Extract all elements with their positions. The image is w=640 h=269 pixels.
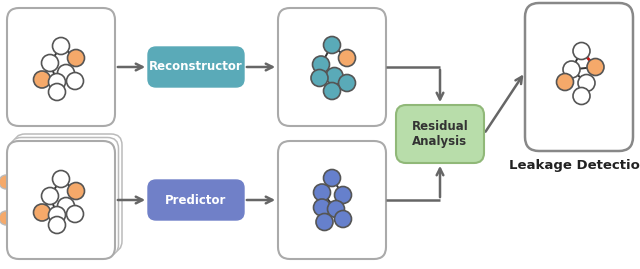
FancyBboxPatch shape <box>7 8 115 126</box>
Circle shape <box>67 73 83 90</box>
Circle shape <box>49 217 65 233</box>
Circle shape <box>52 171 70 187</box>
Circle shape <box>49 73 65 90</box>
Text: Reconstructor: Reconstructor <box>149 61 243 73</box>
FancyBboxPatch shape <box>396 105 484 163</box>
Circle shape <box>49 207 65 224</box>
Circle shape <box>33 204 51 221</box>
Circle shape <box>42 55 58 72</box>
Circle shape <box>563 61 580 78</box>
Circle shape <box>578 75 595 91</box>
Circle shape <box>335 211 351 228</box>
Circle shape <box>323 169 340 186</box>
Circle shape <box>323 37 340 54</box>
Circle shape <box>33 71 51 88</box>
Circle shape <box>339 75 355 91</box>
Circle shape <box>58 197 74 214</box>
FancyBboxPatch shape <box>14 134 122 252</box>
Circle shape <box>67 206 83 222</box>
Circle shape <box>335 186 351 204</box>
FancyBboxPatch shape <box>10 137 118 256</box>
FancyBboxPatch shape <box>278 141 386 259</box>
Circle shape <box>0 175 13 189</box>
Circle shape <box>316 214 333 231</box>
Circle shape <box>339 49 355 66</box>
Circle shape <box>42 187 58 204</box>
Circle shape <box>312 56 330 73</box>
Circle shape <box>67 182 84 200</box>
FancyBboxPatch shape <box>148 180 244 220</box>
Circle shape <box>323 83 340 100</box>
Text: Predictor: Predictor <box>165 193 227 207</box>
Circle shape <box>328 200 344 218</box>
Circle shape <box>557 73 573 90</box>
FancyBboxPatch shape <box>525 3 633 151</box>
Circle shape <box>49 83 65 101</box>
Circle shape <box>326 68 343 84</box>
Text: Residual
Analysis: Residual Analysis <box>412 120 468 148</box>
Text: Leakage Detection: Leakage Detection <box>509 158 640 172</box>
Circle shape <box>573 43 590 59</box>
Circle shape <box>573 87 590 104</box>
Circle shape <box>311 69 328 87</box>
Circle shape <box>314 199 330 216</box>
Circle shape <box>67 49 84 66</box>
Circle shape <box>58 65 74 82</box>
Circle shape <box>587 58 604 76</box>
FancyBboxPatch shape <box>7 141 115 259</box>
Circle shape <box>52 37 70 55</box>
FancyBboxPatch shape <box>278 8 386 126</box>
FancyBboxPatch shape <box>148 47 244 87</box>
Circle shape <box>0 211 13 225</box>
Circle shape <box>314 184 330 201</box>
